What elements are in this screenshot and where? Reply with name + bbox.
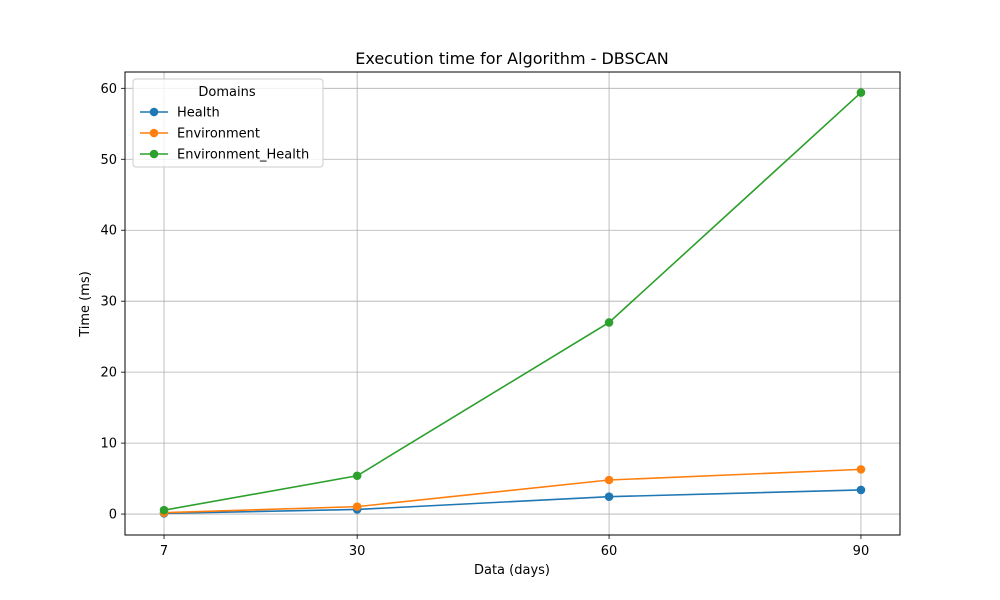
y-tick-label: 30: [100, 295, 117, 310]
data-point-environment: [856, 465, 866, 474]
legend-label: Health: [177, 106, 220, 121]
legend-item-health: Health: [140, 106, 220, 121]
legend-items: Health Environment Environment_Health: [140, 106, 309, 163]
series-layer: [159, 88, 866, 518]
data-point-health: [856, 485, 866, 495]
legend: Domains Health Environment Environment_Hea…: [132, 78, 324, 168]
series-environment-health: [159, 88, 866, 515]
data-point-environment-health: [352, 471, 362, 481]
series-line-environment-health: [163, 91, 862, 511]
y-axis: 0 10 20 30 40 50 60: [100, 82, 125, 523]
legend-item-environment: Environment: [140, 127, 260, 142]
y-tick-label: 20: [100, 366, 117, 381]
series-line-health: [164, 489, 861, 515]
x-tick-label: 90: [853, 544, 870, 559]
data-point-environment-health: [856, 88, 866, 97]
y-tick-label: 10: [100, 437, 117, 452]
grid-lines: [125, 72, 900, 535]
legend-title: Domains: [198, 85, 255, 100]
y-tick-label: 40: [100, 224, 117, 239]
y-tick-label: 0: [109, 508, 117, 523]
data-point-environment-health: [604, 318, 614, 327]
legend-box: [132, 78, 324, 168]
x-axis-label: Data (days): [474, 563, 550, 578]
y-axis-label: Time (ms): [78, 271, 93, 338]
legend-swatch-marker: [149, 128, 159, 138]
plot-frame: [124, 71, 901, 536]
y-tick-label: 50: [100, 153, 117, 168]
x-axis: 7 30 60 90: [160, 535, 869, 559]
legend-item-environment-health: Environment_Health: [140, 148, 309, 163]
legend-label: Environment_Health: [177, 148, 309, 163]
chart-title: Execution time for Algorithm - DBSCAN: [355, 49, 668, 68]
x-tick-label: 60: [601, 544, 618, 559]
plot-area: [124, 71, 901, 536]
data-point-environment: [604, 475, 614, 485]
data-point-environment: [352, 502, 362, 511]
y-tick-label: 60: [100, 82, 117, 97]
data-point-health: [604, 492, 614, 501]
x-tick-label: 30: [349, 544, 366, 559]
data-point-environment-health: [159, 505, 169, 515]
legend-swatch-marker: [149, 149, 159, 159]
legend-swatch-marker: [149, 107, 159, 117]
series-line-environment: [164, 468, 861, 514]
x-tick-label: 7: [160, 544, 168, 559]
legend-label: Environment: [177, 127, 260, 142]
